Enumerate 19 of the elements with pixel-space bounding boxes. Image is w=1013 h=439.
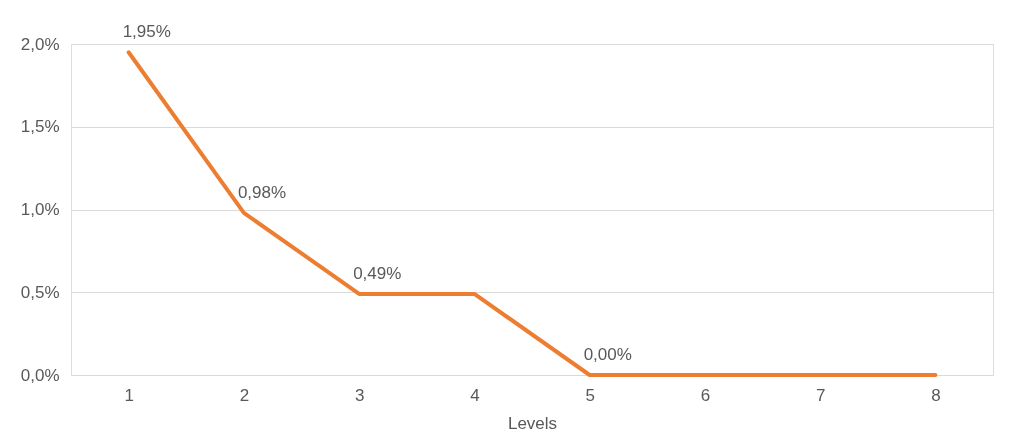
y-tick-label: 2,0% [20, 34, 60, 54]
data-label: 0,98% [237, 182, 287, 202]
data-label: 0,00% [583, 345, 632, 364]
x-tick-label: 3 [354, 385, 365, 405]
x-tick-label: 2 [239, 385, 250, 405]
x-tick-label: 1 [124, 385, 134, 405]
y-tick-label: 1,0% [20, 200, 60, 219]
x-tick-label: 5 [585, 385, 595, 405]
x-tick-label: 4 [470, 385, 480, 405]
x-tick-label: 6 [700, 385, 711, 405]
x-tick-label: 7 [815, 385, 826, 405]
line-series [126, 50, 938, 377]
x-tick-label: 8 [931, 385, 941, 405]
y-tick-label: 0,0% [20, 365, 60, 385]
y-tick-label: 0,5% [20, 282, 60, 302]
data-label: 0,49% [353, 263, 402, 283]
y-tick-label: 1,5% [20, 117, 60, 137]
data-label: 1,95% [122, 22, 171, 42]
x-axis-title: Levels [507, 413, 558, 433]
